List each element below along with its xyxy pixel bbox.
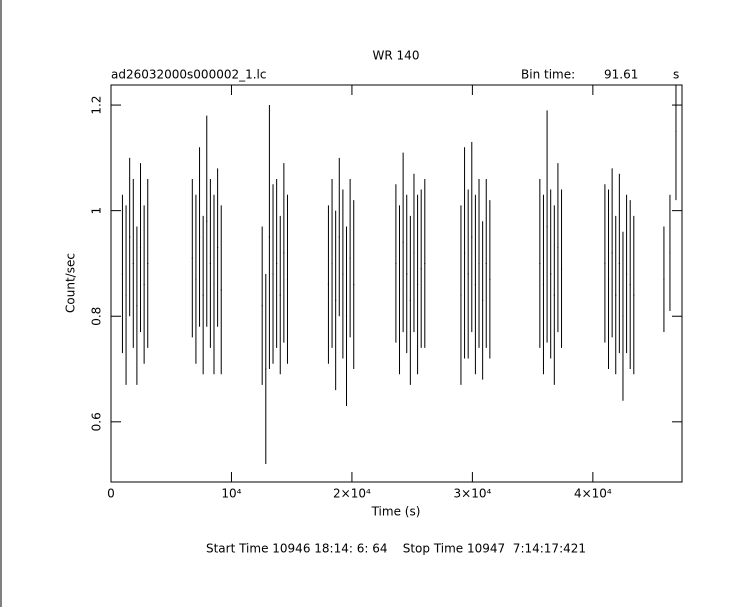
bin-value: 91.61: [604, 68, 638, 82]
file-name: ad26032000s000002_1.lc: [111, 68, 267, 82]
x-tick-label: 10⁴: [221, 487, 241, 501]
x-tick-label: 3×10⁴: [454, 487, 492, 501]
bin-unit: s: [673, 68, 679, 82]
x-tick-label: 4×10⁴: [574, 487, 612, 501]
x-tick-label: 2×10⁴: [333, 487, 371, 501]
y-tick-label: 0.8: [90, 307, 104, 326]
plot-area: [121, 85, 677, 465]
y-tick-label: 0.6: [90, 412, 104, 431]
plot-frame: [110, 84, 683, 483]
bin-label: Bin time:: [521, 68, 575, 82]
footer: Start Time 10946 18:14: 6: 64 Stop Time …: [206, 542, 586, 556]
y-axis-label: Count/sec: [64, 253, 78, 313]
x-axis-label: Time (s): [371, 505, 421, 519]
chart-title: WR 140: [373, 49, 420, 63]
y-tick-label: 1.2: [90, 96, 104, 115]
x-tick-label: 0: [107, 487, 115, 501]
y-tick-label: 1: [90, 207, 104, 215]
